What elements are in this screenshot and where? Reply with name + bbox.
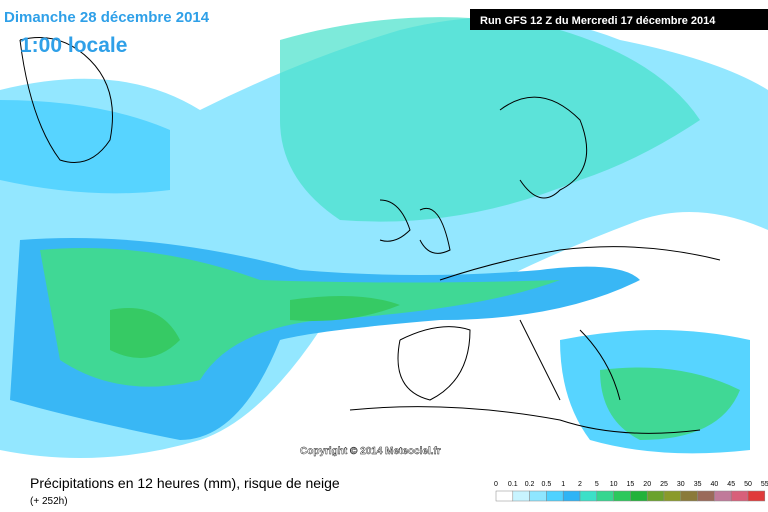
legend-swatch [730,490,749,502]
run-info: Run GFS 12 Z du Mercredi 17 décembre 201… [480,15,716,27]
legend-label: 30 [677,481,685,488]
legend-swatch [714,490,732,502]
legend-swatch [613,490,631,502]
map-time: 1:00 locale [20,34,127,57]
legend-label: 55 [761,481,768,488]
legend-swatch [646,490,665,502]
legend-swatch [562,490,581,502]
map-date: Dimanche 28 décembre 2014 [4,9,210,26]
legend-swatch [630,490,648,502]
legend-label: 0.1 [508,481,518,488]
legend-label: 1 [561,481,565,488]
legend-swatch [529,490,547,502]
footer-lead: (+ 252h) [30,496,68,507]
legend-label: 45 [727,481,735,488]
legend-swatch [495,490,514,502]
precip-field [0,17,768,459]
legend-label: 0 [494,481,498,488]
legend-label: 2 [578,481,582,488]
legend: 0 0.1 0.2 0.5 1 2 5 10 15 20 25 30 35 40 45 50 55 [494,481,768,502]
legend-label: 15 [627,481,635,488]
legend-swatch [512,490,530,502]
legend-swatch [680,490,698,502]
legend-swatch [697,490,715,502]
footer-title: Précipitations en 12 heures (mm), risque… [30,475,340,491]
legend-label: 25 [660,481,668,488]
legend-swatch [546,490,564,502]
legend-label: 5 [595,481,599,488]
legend-label: 40 [711,481,719,488]
legend-swatch [579,490,598,502]
run-box [470,9,768,30]
coastlines [19,37,721,434]
legend-label: 0.2 [525,481,535,488]
legend-label: 50 [744,481,752,488]
legend-swatch [596,490,614,502]
legend-label: 35 [694,481,702,488]
legend-swatch [663,490,682,502]
copyright: Copyright © 2014 Meteociel.fr [300,446,441,457]
legend-label: 20 [643,481,651,488]
legend-swatch [747,490,766,502]
legend-label: 10 [610,481,618,488]
legend-label: 0.5 [542,481,552,488]
